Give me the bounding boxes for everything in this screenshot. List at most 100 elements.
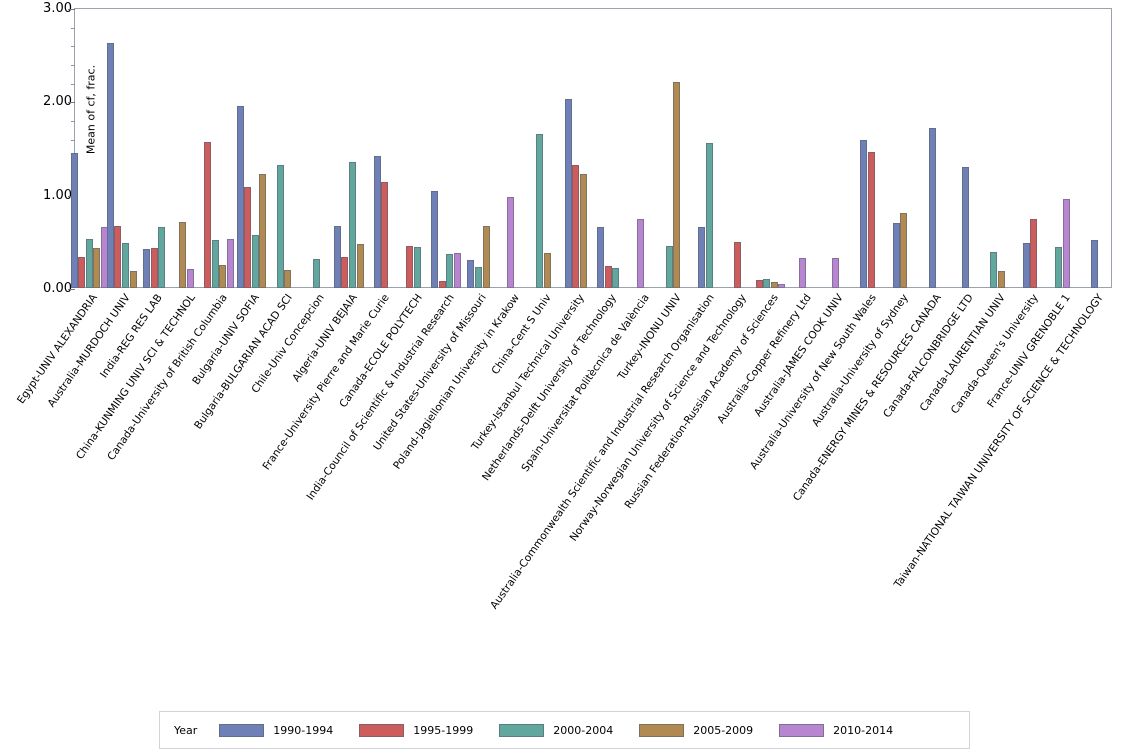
bar-group (70, 8, 108, 288)
bar[interactable] (219, 264, 227, 288)
bar[interactable] (446, 254, 454, 288)
bar[interactable] (868, 151, 876, 288)
bar[interactable] (900, 213, 908, 288)
bar-group (658, 8, 690, 288)
x-axis-tick-label: China-KUNMING UNIV SCI & TECHNOL (73, 292, 198, 462)
legend-item[interactable]: 1995-1999 (359, 723, 474, 737)
bar[interactable] (778, 284, 786, 288)
bar[interactable] (204, 142, 212, 288)
bar[interactable] (333, 226, 341, 288)
bar[interactable] (341, 257, 349, 288)
bar[interactable] (543, 252, 551, 288)
bar[interactable] (356, 244, 364, 288)
y-axis-minor-tick (71, 139, 75, 141)
bar[interactable] (860, 139, 868, 288)
x-axis-tick-label: Russian Federation-Russian Academy of Sc… (622, 292, 782, 512)
x-axis-tick-label: China-Cent S Univ (489, 292, 555, 377)
bar[interactable] (312, 259, 320, 288)
bar[interactable] (453, 253, 461, 288)
bar[interactable] (997, 271, 1005, 288)
legend-label: 1990-1994 (273, 723, 334, 737)
bar[interactable] (929, 128, 937, 288)
bar[interactable] (990, 251, 998, 288)
bar[interactable] (373, 156, 381, 288)
legend-item[interactable]: 1990-1994 (219, 723, 334, 737)
bars-layer (70, 8, 1112, 288)
bar[interactable] (244, 187, 252, 288)
y-axis-tick-label: 1.00 (43, 187, 72, 203)
bar[interactable] (755, 279, 763, 288)
bar[interactable] (734, 242, 742, 288)
bar[interactable] (961, 166, 969, 288)
bar[interactable] (467, 260, 475, 288)
bar[interactable] (70, 152, 78, 288)
bar-group (269, 8, 301, 288)
bar[interactable] (1062, 199, 1070, 288)
bar[interactable] (1055, 246, 1063, 288)
bar-group (496, 8, 528, 288)
legend-label: 2000-2004 (553, 723, 614, 737)
bar[interactable] (158, 227, 166, 288)
bar[interactable] (572, 164, 580, 288)
bar-group (917, 8, 949, 288)
bar[interactable] (251, 234, 259, 288)
bar[interactable] (799, 258, 807, 288)
bar[interactable] (276, 164, 284, 288)
bar[interactable] (381, 181, 389, 288)
legend-label: 1995-1999 (413, 723, 474, 737)
bar[interactable] (604, 265, 612, 288)
bar-group (885, 8, 917, 288)
bar[interactable] (597, 227, 605, 288)
bar[interactable] (698, 227, 706, 288)
bar[interactable] (612, 268, 620, 288)
bar[interactable] (226, 239, 234, 288)
bar[interactable] (186, 269, 194, 288)
bar[interactable] (564, 98, 572, 288)
legend-item[interactable]: 2010-2014 (779, 723, 893, 737)
bar[interactable] (93, 247, 101, 288)
bar[interactable] (284, 270, 292, 288)
bar[interactable] (106, 43, 114, 288)
bar[interactable] (763, 278, 771, 288)
bar[interactable] (673, 81, 681, 288)
bar[interactable] (892, 222, 900, 288)
bar[interactable] (1022, 243, 1030, 288)
bar[interactable] (142, 248, 150, 288)
bar[interactable] (1030, 218, 1038, 288)
bar[interactable] (150, 247, 158, 288)
legend-items: 1990-1994 1995-1999 2000-2004 2005-2009 2010… (219, 723, 919, 737)
bar[interactable] (482, 226, 490, 288)
legend-color-swatch (779, 723, 825, 737)
bar-group (723, 8, 755, 288)
bar[interactable] (121, 243, 129, 288)
bar[interactable] (536, 134, 544, 288)
bar[interactable] (831, 258, 839, 288)
bar[interactable] (406, 246, 414, 288)
bar[interactable] (129, 271, 137, 288)
bar[interactable] (474, 266, 482, 288)
bar-group (1047, 8, 1079, 288)
bar[interactable] (1091, 240, 1099, 288)
bar[interactable] (211, 240, 219, 288)
bar[interactable] (438, 280, 446, 288)
bar[interactable] (431, 190, 439, 288)
bar[interactable] (349, 162, 357, 288)
bar[interactable] (259, 174, 267, 288)
bar[interactable] (705, 143, 713, 288)
bar[interactable] (665, 246, 673, 288)
bar[interactable] (114, 226, 122, 288)
bar[interactable] (236, 106, 244, 288)
legend-item[interactable]: 2000-2004 (499, 723, 614, 737)
bar[interactable] (85, 239, 93, 288)
bar[interactable] (770, 282, 778, 288)
bar[interactable] (507, 197, 515, 288)
bar[interactable] (78, 257, 86, 288)
y-axis-tick-label: 2.00 (43, 94, 72, 110)
bar[interactable] (637, 218, 645, 288)
bar-group (106, 8, 138, 288)
bar[interactable] (579, 174, 587, 288)
bar[interactable] (413, 246, 421, 288)
legend-label: 2005-2009 (693, 723, 754, 737)
bar[interactable] (179, 221, 187, 288)
legend-item[interactable]: 2005-2009 (639, 723, 754, 737)
